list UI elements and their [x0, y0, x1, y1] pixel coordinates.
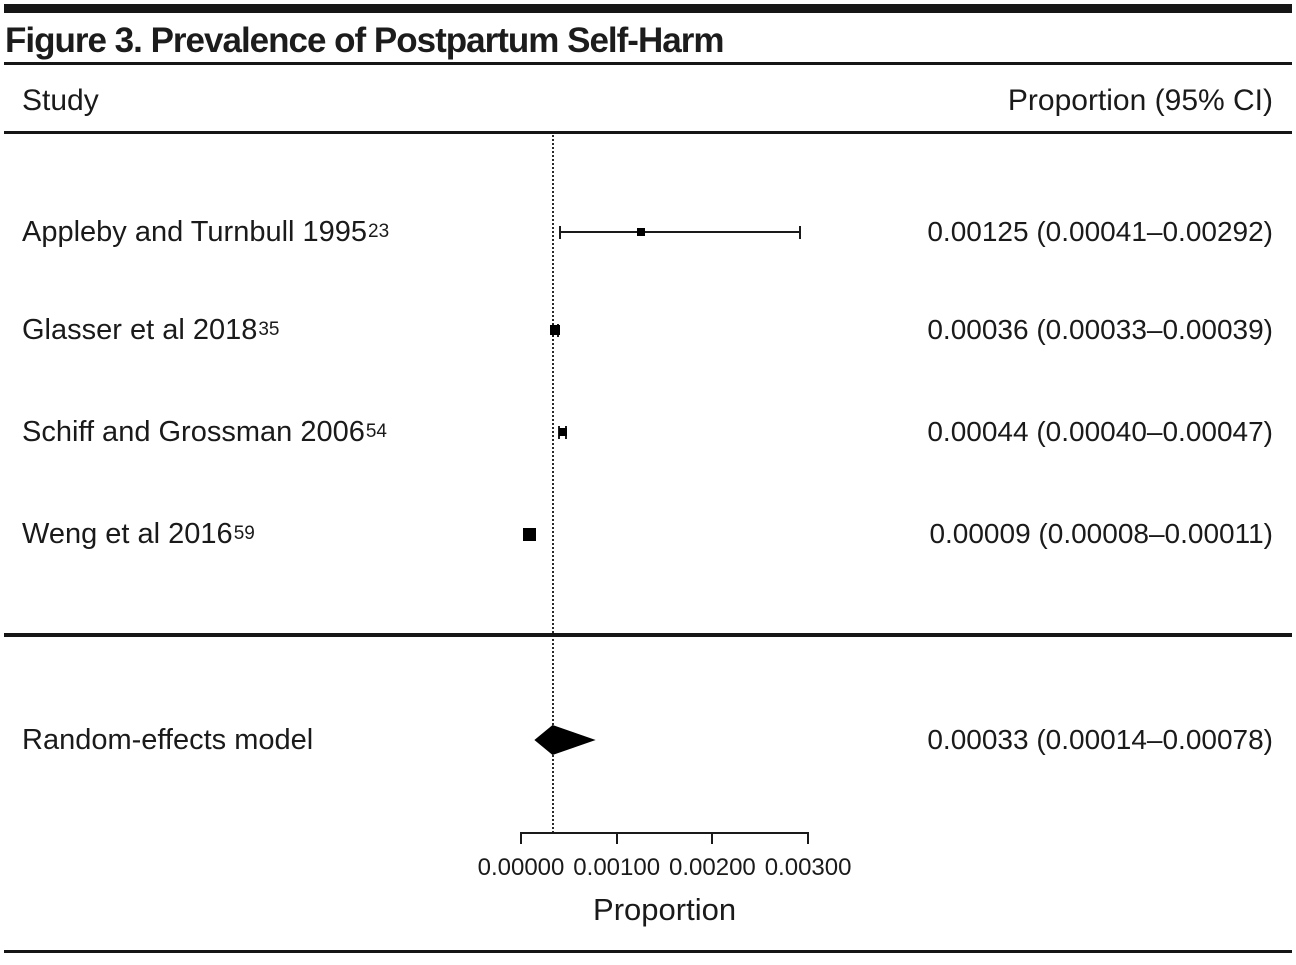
pooled-proportion-value: 0.00033 (0.00014–0.00078)	[927, 724, 1273, 755]
study-name-text: Glasser et al 2018	[22, 313, 258, 346]
title-divider	[4, 62, 1292, 65]
header-divider	[4, 131, 1292, 134]
proportion-value: 0.00036 (0.00033–0.00039)	[927, 314, 1273, 345]
proportion-value: 0.00125 (0.00041–0.00292)	[927, 216, 1273, 247]
x-axis-tick-label: 0.00300	[764, 854, 852, 881]
figure-title: Figure 3. Prevalence of Postpartum Self-…	[5, 21, 724, 60]
column-header-study: Study	[22, 84, 99, 117]
study-label: Schiff and Grossman 2006 54	[22, 415, 387, 448]
point-estimate-square	[559, 428, 568, 436]
x-axis-tick-label: 0.00000	[477, 854, 565, 881]
bottom-border	[4, 950, 1292, 953]
proportion-value: 0.00009 (0.00008–0.00011)	[929, 518, 1273, 549]
point-estimate-square	[523, 527, 537, 541]
pooled-model-label: Random-effects model	[22, 723, 314, 756]
study-name-text: Schiff and Grossman 2006	[22, 415, 365, 448]
x-axis-title: Proportion	[593, 892, 737, 927]
study-name-text: Weng et al 2016	[22, 517, 233, 550]
column-header-proportion: Proportion (95% CI)	[1007, 84, 1273, 117]
ci-upper-cap	[799, 225, 802, 239]
x-axis-tick	[520, 832, 522, 844]
ci-lower-cap	[559, 225, 562, 239]
study-name-text: Appleby and Turnbull 1995	[22, 215, 368, 248]
top-border-bar	[4, 4, 1292, 13]
x-axis-tick-label: 0.00100	[573, 854, 661, 881]
study-label: Appleby and Turnbull 1995 23	[22, 215, 390, 248]
proportion-value: 0.00044 (0.00040–0.00047)	[927, 416, 1273, 447]
study-label: Glasser et al 2018 35	[22, 313, 280, 346]
pooled-divider	[4, 633, 1292, 637]
x-axis-tick	[615, 832, 618, 844]
reference-line	[551, 135, 554, 833]
diamond-shape	[534, 725, 596, 755]
point-estimate-square	[550, 325, 561, 335]
x-axis-tick	[807, 832, 810, 844]
confidence-interval-line	[560, 231, 801, 233]
study-label: Weng et al 2016 59	[22, 517, 255, 550]
x-axis	[521, 832, 809, 834]
point-estimate-square	[636, 228, 645, 236]
x-axis-tick-label: 0.00200	[669, 854, 756, 881]
x-axis-tick	[711, 832, 714, 844]
